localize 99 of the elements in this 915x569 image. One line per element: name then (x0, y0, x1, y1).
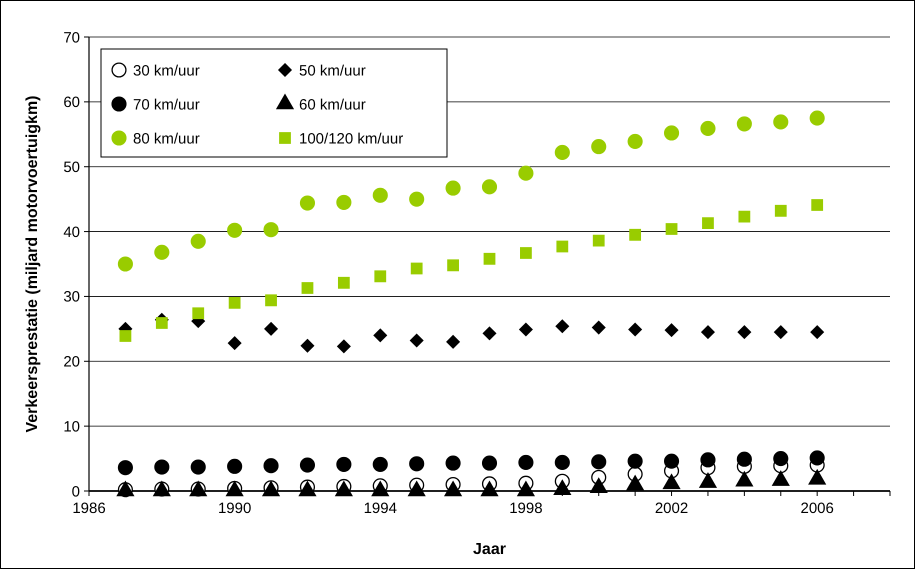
point (482, 326, 496, 340)
point (482, 179, 498, 194)
point (338, 276, 350, 289)
point (446, 456, 461, 471)
legend-label: 100/120 km/uur (299, 130, 404, 148)
point (192, 307, 204, 320)
point (118, 256, 133, 272)
point (554, 454, 570, 470)
point (702, 217, 714, 230)
y-axis-title: Verkeersprestatie (miljard motorvoertuigkm) (24, 95, 41, 433)
point (810, 110, 825, 126)
point (337, 340, 351, 354)
point (120, 330, 132, 342)
y-tick-label: 0 (72, 483, 80, 500)
x-tick-label: 2006 (800, 500, 834, 517)
point (518, 454, 534, 470)
point (554, 144, 570, 160)
point (336, 194, 352, 210)
point (265, 294, 277, 306)
point (410, 334, 424, 348)
legend-label: 80 km/uur (133, 130, 200, 148)
point (227, 458, 242, 474)
point (482, 456, 498, 471)
point (556, 320, 570, 334)
point (591, 139, 606, 154)
legend-label: 70 km/uur (133, 96, 200, 114)
x-tick-label: 1998 (509, 500, 543, 517)
point (664, 125, 680, 141)
point (190, 234, 206, 249)
point (591, 454, 606, 470)
point (738, 325, 752, 339)
point (628, 322, 642, 336)
point (773, 451, 788, 466)
point (556, 240, 568, 252)
x-tick-label: 1986 (72, 500, 106, 517)
point (518, 166, 534, 181)
point (811, 199, 824, 211)
point (336, 456, 352, 472)
point (700, 120, 716, 136)
y-tick-label: 30 (63, 288, 80, 306)
y-tick-label: 10 (63, 418, 80, 436)
point (629, 228, 642, 241)
point (409, 456, 424, 472)
point (519, 322, 533, 336)
point (118, 460, 133, 476)
point (156, 317, 168, 329)
point (228, 297, 241, 309)
y-tick-label: 20 (63, 354, 80, 371)
point (263, 222, 279, 238)
x-tick-label: 2002 (654, 500, 688, 517)
point (592, 320, 606, 334)
x-tick-label: 1990 (218, 500, 252, 517)
point (484, 252, 496, 265)
point (738, 210, 750, 223)
point (409, 192, 424, 207)
point (664, 323, 678, 337)
point (154, 459, 170, 475)
point (300, 338, 314, 352)
point (628, 134, 643, 149)
point (446, 180, 461, 196)
point (701, 325, 715, 339)
point (700, 452, 716, 468)
point (773, 114, 788, 130)
point (300, 458, 316, 473)
point (372, 456, 388, 472)
point (736, 452, 752, 467)
point (263, 458, 279, 474)
point (664, 454, 680, 469)
point (190, 459, 206, 475)
y-tick-label: 60 (63, 94, 80, 112)
y-tick-label: 50 (63, 158, 80, 176)
point (227, 222, 242, 238)
point (154, 244, 170, 260)
point (374, 328, 388, 342)
legend-label: 50 km/uur (299, 62, 366, 80)
point (302, 282, 314, 294)
point (374, 270, 386, 282)
x-axis-title: Jaar (473, 541, 506, 558)
point (372, 188, 388, 203)
point (736, 116, 752, 132)
point (810, 325, 824, 339)
point (810, 450, 825, 466)
point (666, 223, 678, 235)
point (447, 259, 459, 272)
x-tick-label: 1994 (364, 500, 397, 517)
y-tick-label: 40 (63, 224, 80, 241)
point (300, 195, 316, 211)
point (628, 454, 643, 469)
point (228, 336, 242, 350)
point (410, 262, 423, 274)
point (446, 335, 460, 349)
point (774, 325, 788, 339)
legend-label: 30 km/uur (133, 62, 200, 80)
y-tick-label: 70 (63, 29, 80, 46)
point (520, 247, 532, 259)
point (264, 322, 278, 336)
point (592, 234, 605, 247)
point (774, 204, 787, 217)
legend-label: 60 km/uur (299, 96, 366, 114)
